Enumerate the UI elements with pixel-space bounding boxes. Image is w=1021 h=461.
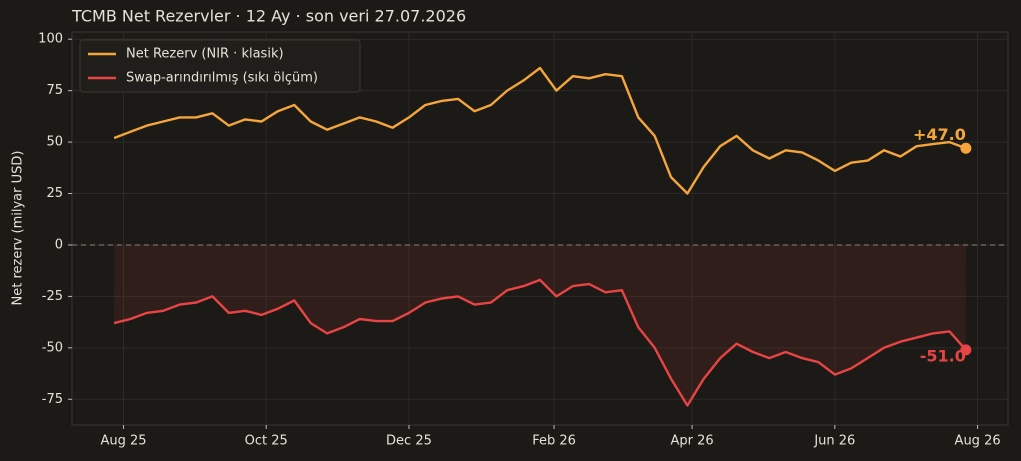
- series-line: [113, 278, 967, 407]
- x-tick-label: Dec 25: [386, 434, 432, 449]
- plot-area: [71, 31, 1009, 426]
- x-tick-label: Oct 25: [245, 434, 288, 449]
- value-label: -51.0: [920, 346, 966, 365]
- x-tick-label: Feb 26: [532, 434, 576, 449]
- y-axis-label: Net rezerv (milyar USD): [11, 151, 26, 306]
- y-tick-label: 0: [55, 237, 63, 252]
- y-tick-label: -50: [42, 340, 63, 355]
- legend-box: [79, 39, 361, 93]
- end-point: [960, 344, 972, 356]
- y-tick-label: 75: [46, 83, 63, 98]
- negative-area: [114, 244, 966, 406]
- y-tick-label: -25: [42, 289, 63, 304]
- legend-label: Swap-arındırılmış (sıkı ölçüm): [126, 71, 318, 86]
- legend-label: Net Rezerv (NIR · klasik): [126, 47, 284, 62]
- x-tick-label: Aug 25: [100, 434, 146, 449]
- end-point: [960, 142, 972, 154]
- x-tick-label: Apr 26: [671, 434, 714, 449]
- series-line: [113, 66, 967, 195]
- y-tick-label: 50: [46, 135, 63, 150]
- chart-title: TCMB Net Rezervler · 12 Ay · son veri 27…: [71, 7, 466, 26]
- y-tick-label: 100: [38, 32, 63, 47]
- x-tick-label: Aug 26: [955, 434, 1001, 449]
- y-tick-label: 25: [46, 186, 63, 201]
- value-label: +47.0: [913, 125, 966, 144]
- x-tick-label: Jun 26: [813, 434, 855, 449]
- y-tick-label: -75: [42, 392, 63, 407]
